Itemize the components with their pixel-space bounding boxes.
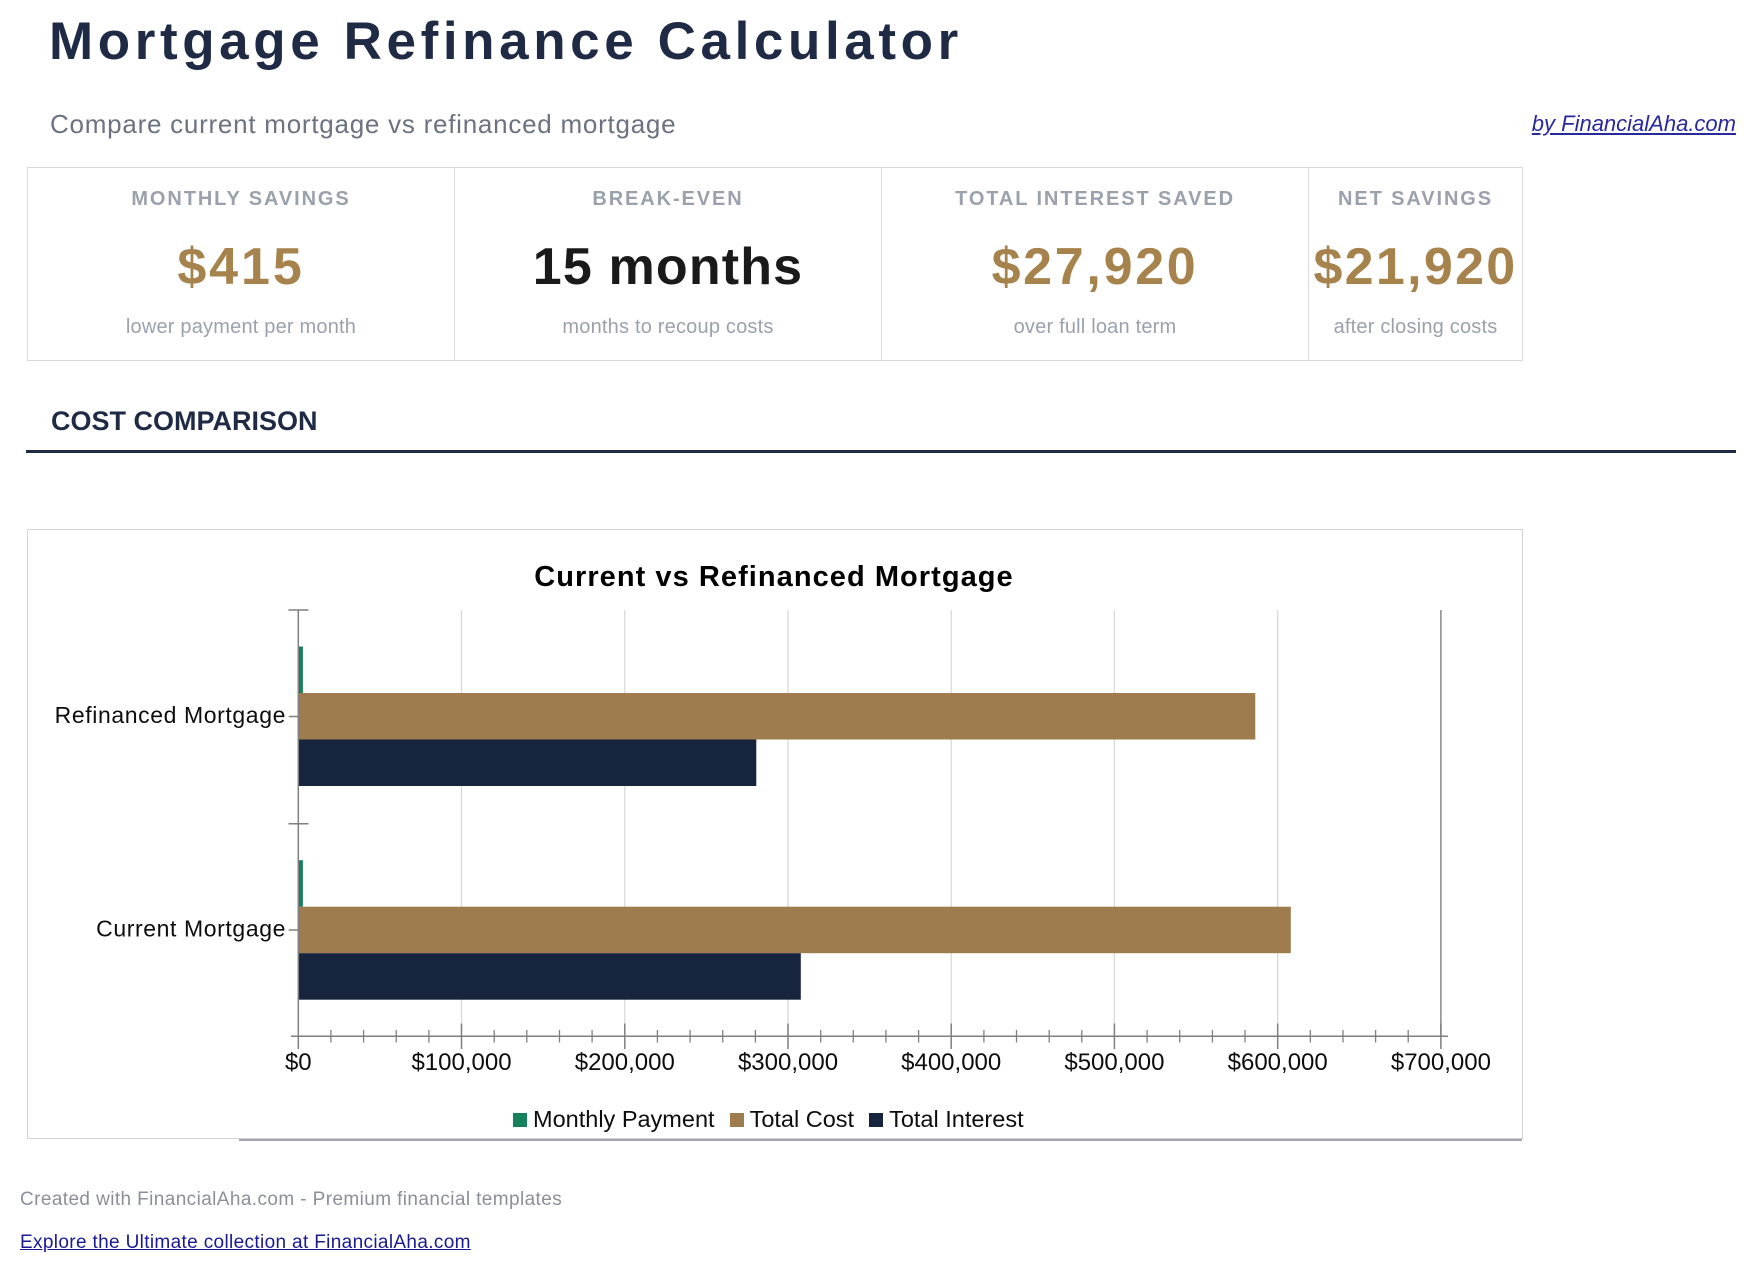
svg-text:$100,000: $100,000 (411, 1049, 511, 1076)
svg-text:$200,000: $200,000 (575, 1049, 675, 1076)
svg-text:$500,000: $500,000 (1064, 1049, 1164, 1076)
svg-text:$400,000: $400,000 (901, 1049, 1001, 1076)
svg-text:Current Mortgage: Current Mortgage (96, 916, 286, 942)
svg-text:Refinanced Mortgage: Refinanced Mortgage (55, 702, 286, 728)
svg-text:$700,000: $700,000 (1391, 1049, 1491, 1076)
svg-text:Current vs Refinanced Mortgage: Current vs Refinanced Mortgage (534, 561, 1013, 593)
svg-text:$0: $0 (285, 1049, 312, 1076)
svg-text:$600,000: $600,000 (1228, 1049, 1328, 1076)
svg-text:$300,000: $300,000 (738, 1049, 838, 1076)
